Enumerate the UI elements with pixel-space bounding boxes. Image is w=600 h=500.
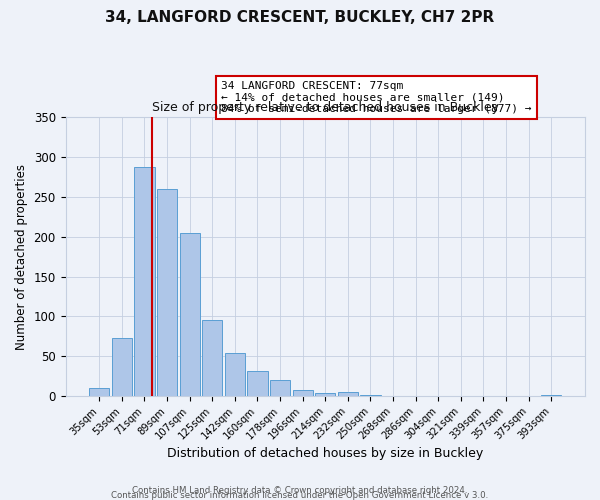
Bar	[225, 353, 245, 396]
Bar	[157, 189, 177, 396]
Bar	[270, 380, 290, 396]
Bar	[202, 320, 223, 396]
Text: 34, LANGFORD CRESCENT, BUCKLEY, CH7 2PR: 34, LANGFORD CRESCENT, BUCKLEY, CH7 2PR	[106, 10, 494, 25]
Bar	[179, 234, 200, 396]
Bar	[338, 392, 358, 396]
Text: Contains HM Land Registry data © Crown copyright and database right 2024.: Contains HM Land Registry data © Crown c…	[132, 486, 468, 495]
Y-axis label: Number of detached properties: Number of detached properties	[15, 164, 28, 350]
Title: Size of property relative to detached houses in Buckley: Size of property relative to detached ho…	[152, 102, 499, 114]
Bar	[89, 388, 109, 396]
X-axis label: Distribution of detached houses by size in Buckley: Distribution of detached houses by size …	[167, 447, 484, 460]
Text: Contains public sector information licensed under the Open Government Licence v : Contains public sector information licen…	[112, 490, 488, 500]
Bar	[112, 338, 132, 396]
Bar	[293, 390, 313, 396]
Bar	[134, 168, 155, 396]
Bar	[247, 372, 268, 396]
Text: 34 LANGFORD CRESCENT: 77sqm
← 14% of detached houses are smaller (149)
84% of se: 34 LANGFORD CRESCENT: 77sqm ← 14% of det…	[221, 81, 532, 114]
Bar	[315, 393, 335, 396]
Bar	[360, 394, 380, 396]
